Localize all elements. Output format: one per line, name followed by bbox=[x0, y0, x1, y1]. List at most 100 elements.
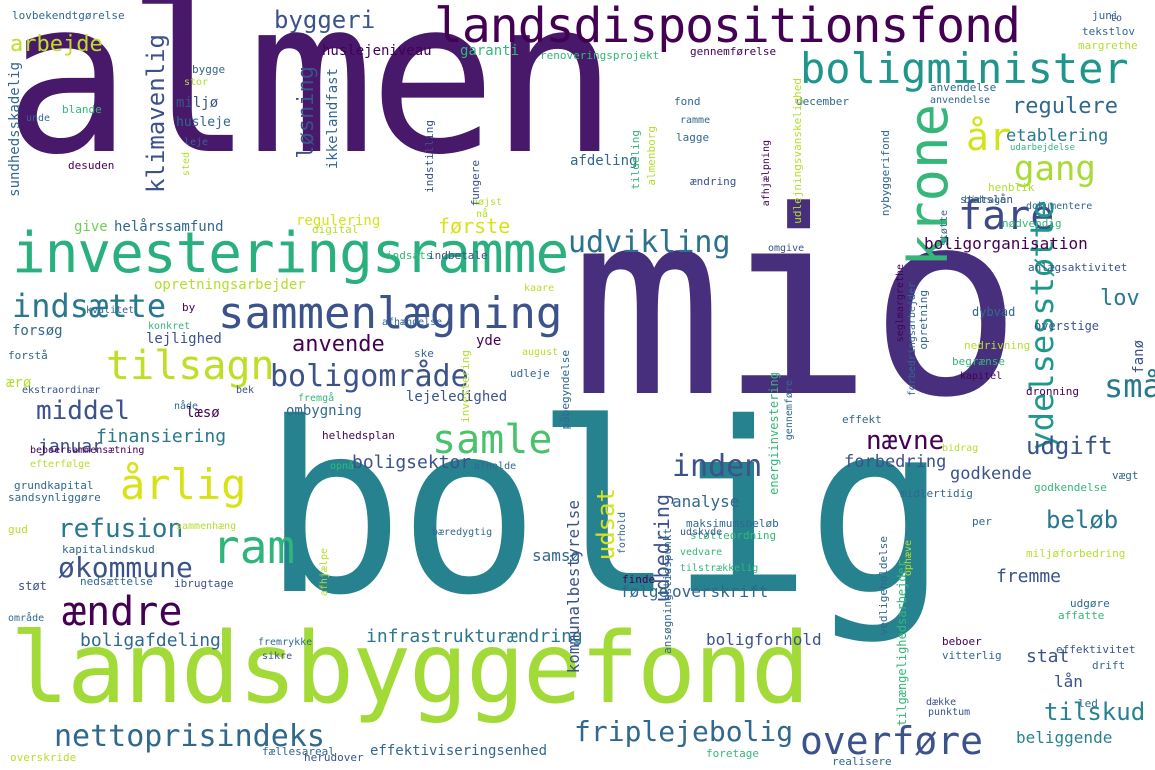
word: afhjælpning bbox=[761, 140, 772, 207]
word: tilsagn bbox=[106, 343, 275, 389]
word: landsdispositionsfond bbox=[434, 0, 1021, 54]
word: garanti bbox=[460, 43, 520, 59]
word: tekstlov bbox=[1082, 25, 1135, 38]
word: nybyggerifond bbox=[879, 130, 892, 217]
word: udlejningsvanskelighed bbox=[791, 78, 804, 224]
word: højst bbox=[472, 197, 503, 208]
word: august bbox=[522, 347, 559, 358]
word: gud bbox=[8, 523, 28, 536]
word: tildeling bbox=[629, 130, 642, 190]
word: fanø bbox=[1131, 340, 1147, 374]
word: led bbox=[1078, 697, 1098, 710]
word: gennemførelse bbox=[690, 45, 777, 58]
word: drift bbox=[1092, 659, 1126, 672]
word: vitterlig bbox=[942, 649, 1002, 662]
word: nedsættelse bbox=[80, 575, 153, 588]
word: lagge bbox=[676, 131, 710, 144]
word: regulere bbox=[1012, 94, 1118, 119]
word: opretningsarbejder bbox=[154, 277, 306, 293]
word: afhændelse bbox=[382, 317, 443, 328]
word: dokumentere bbox=[1026, 201, 1093, 212]
word: nødvendig bbox=[1002, 217, 1062, 230]
word: godkendelse bbox=[1034, 481, 1107, 494]
word: investeringsramme bbox=[12, 221, 569, 286]
word: forhold bbox=[617, 512, 628, 555]
word: lov bbox=[1100, 286, 1140, 311]
word: læsø bbox=[186, 405, 220, 421]
word: margrethe bbox=[1078, 39, 1138, 52]
word: forbedringsarbejder bbox=[907, 282, 918, 397]
word: ophæve bbox=[903, 540, 914, 577]
word: midlertidig bbox=[900, 487, 973, 500]
word: støtteordning bbox=[690, 529, 777, 542]
word: lejeledighed bbox=[406, 389, 508, 405]
word: anvende bbox=[292, 332, 385, 357]
word: overføre bbox=[800, 719, 984, 763]
word: beboersammensætning bbox=[30, 445, 145, 456]
word: analyse bbox=[672, 492, 740, 511]
word: forstå bbox=[8, 349, 48, 362]
word: indsats bbox=[386, 249, 433, 262]
word: ekstraordinær bbox=[22, 385, 101, 396]
word: afdeling bbox=[570, 153, 638, 169]
word: beløb bbox=[1046, 506, 1119, 534]
word: realisere bbox=[832, 755, 892, 768]
word: følge bbox=[620, 582, 669, 601]
word: lovbekendtgørelse bbox=[12, 9, 125, 22]
word: desuden bbox=[68, 159, 115, 172]
word: økommune bbox=[58, 551, 193, 584]
word: kvalitet bbox=[86, 305, 135, 316]
word: boligsektor bbox=[352, 452, 472, 473]
word: landsbyggefond bbox=[10, 612, 810, 726]
word: finde bbox=[622, 573, 656, 586]
word: overskrift bbox=[672, 582, 769, 601]
word: henblik bbox=[988, 181, 1035, 194]
word: støt bbox=[18, 579, 47, 593]
word: energiinvestering bbox=[767, 372, 781, 495]
word: nævne bbox=[866, 426, 945, 456]
word: dronning bbox=[1026, 385, 1079, 398]
word: fremme bbox=[996, 566, 1062, 587]
word: omgive bbox=[768, 243, 805, 254]
word: udleje bbox=[510, 367, 550, 380]
word: herudover bbox=[304, 751, 364, 764]
word: effektivitet bbox=[1056, 643, 1136, 656]
word: fungere bbox=[469, 160, 482, 207]
word: effektiviseringsenhed bbox=[370, 743, 548, 759]
word: nåde bbox=[174, 401, 199, 412]
word: tilstrækkelig bbox=[680, 563, 759, 574]
word: effekt bbox=[842, 413, 882, 426]
word: kapitalindskud bbox=[62, 543, 155, 556]
word: samsø bbox=[532, 546, 581, 565]
word: blande bbox=[62, 103, 102, 116]
word: tilskud bbox=[1044, 698, 1146, 726]
word: forbedring bbox=[844, 452, 947, 472]
word: seglmargrethe bbox=[895, 264, 906, 343]
word: ombygning bbox=[286, 403, 362, 419]
word: sandsynliggøre bbox=[8, 491, 101, 504]
word: huslejeniveau bbox=[322, 43, 432, 59]
word: januar bbox=[38, 436, 104, 457]
word: ikkelandfast bbox=[325, 68, 341, 170]
word: ærø bbox=[6, 375, 32, 391]
word: bolig bbox=[262, 372, 948, 647]
word: nå bbox=[476, 209, 489, 220]
word: opnå bbox=[330, 461, 355, 472]
word: ændre bbox=[62, 589, 183, 635]
word: beliggende bbox=[1016, 728, 1113, 747]
word: anvendelse bbox=[930, 95, 991, 106]
word: årlig bbox=[120, 460, 247, 509]
word: løsning bbox=[294, 66, 319, 159]
word: helhedsplan bbox=[322, 429, 395, 442]
word: vedligeholdelse bbox=[877, 536, 890, 636]
word: almen bbox=[4, 0, 618, 201]
word: forsøg bbox=[12, 323, 63, 339]
word: middel bbox=[36, 396, 130, 426]
word: helårssamfund bbox=[114, 219, 224, 235]
word: anvendelse bbox=[930, 81, 997, 94]
word: bidrage bbox=[964, 195, 1007, 206]
word: fare bbox=[958, 193, 1055, 239]
word: juni bbox=[1092, 9, 1119, 22]
word: indsætte bbox=[12, 287, 167, 325]
